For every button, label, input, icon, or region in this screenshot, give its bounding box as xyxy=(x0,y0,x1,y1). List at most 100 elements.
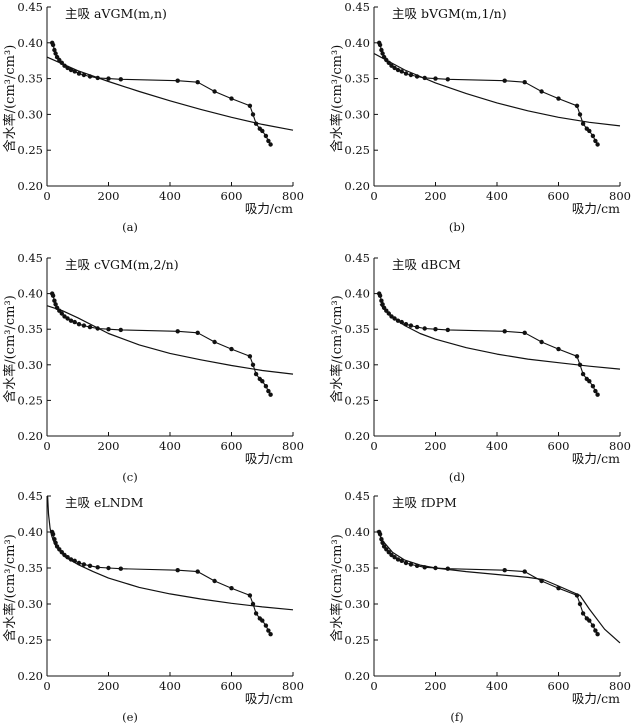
measured-series-line xyxy=(378,531,599,635)
data-point xyxy=(195,80,200,85)
data-point xyxy=(263,133,269,139)
data-point xyxy=(247,593,253,598)
data-point xyxy=(422,326,427,331)
x-axis-label: 吸力/cm xyxy=(572,201,620,216)
data-point xyxy=(380,51,385,56)
panel-caption: (d) xyxy=(449,470,465,484)
y-tick-label: 0.30 xyxy=(344,358,370,372)
y-tick-label: 0.35 xyxy=(17,322,43,336)
data-point xyxy=(574,354,580,359)
x-tick-label: 400 xyxy=(159,189,181,203)
data-point xyxy=(52,47,57,53)
chart-panel-f: 0.20 0.25 0.30 0.35 0.40 0.45 0 200 400 600 800吸力/… xyxy=(329,489,631,724)
data-point xyxy=(408,323,414,328)
data-point xyxy=(522,569,527,574)
data-point xyxy=(408,562,414,567)
y-tick-label: 0.40 xyxy=(344,36,370,50)
data-point xyxy=(389,552,394,558)
data-point xyxy=(593,138,598,144)
fitted-curve xyxy=(46,305,294,375)
x-tick-label: 600 xyxy=(548,679,570,693)
data-point xyxy=(76,322,82,327)
data-point xyxy=(229,96,234,101)
measured-series-line xyxy=(378,293,599,395)
data-point xyxy=(414,324,420,330)
x-tick-label: 800 xyxy=(609,679,631,693)
data-point xyxy=(392,65,397,71)
data-point xyxy=(263,623,269,628)
data-point xyxy=(502,78,507,83)
y-tick-label: 0.20 xyxy=(17,669,43,683)
y-tick-label: 0.20 xyxy=(344,669,370,683)
data-point xyxy=(268,632,273,637)
panel-caption: (c) xyxy=(122,470,137,484)
y-tick-label: 0.25 xyxy=(17,143,43,157)
x-tick-label: 400 xyxy=(486,439,508,453)
data-point xyxy=(175,78,180,83)
data-point xyxy=(433,76,438,81)
y-tick-label: 0.45 xyxy=(344,0,370,14)
y-tick-label: 0.35 xyxy=(344,322,370,336)
panel-caption: (b) xyxy=(449,220,465,234)
data-point xyxy=(595,392,600,397)
y-tick-label: 0.35 xyxy=(17,72,43,86)
data-point xyxy=(377,42,383,48)
data-point xyxy=(250,112,256,117)
data-point xyxy=(95,565,100,570)
data-point xyxy=(212,339,217,345)
x-axis-label: 吸力/cm xyxy=(245,451,293,466)
data-point xyxy=(52,298,57,303)
x-tick-label: 200 xyxy=(98,679,120,693)
y-tick-label: 0.25 xyxy=(344,143,370,157)
data-point xyxy=(408,72,414,78)
data-point xyxy=(379,47,384,53)
fitted-curve xyxy=(373,52,621,127)
data-point xyxy=(68,67,74,73)
data-point xyxy=(593,628,598,633)
data-point xyxy=(81,72,87,78)
data-point xyxy=(539,339,544,345)
y-tick-label: 0.30 xyxy=(344,107,370,121)
x-tick-label: 800 xyxy=(282,439,304,453)
x-tick-label: 0 xyxy=(43,189,50,203)
y-tick-label: 0.40 xyxy=(17,525,43,539)
data-point xyxy=(59,550,64,555)
data-point xyxy=(595,632,600,637)
fitted-curve xyxy=(47,495,294,611)
data-point xyxy=(266,388,271,394)
y-tick-label: 0.45 xyxy=(344,489,370,503)
x-tick-label: 400 xyxy=(159,439,181,453)
data-point xyxy=(389,63,394,68)
measured-series-line xyxy=(51,531,272,635)
x-tick-label: 200 xyxy=(98,189,120,203)
data-point xyxy=(587,379,592,384)
data-point xyxy=(59,311,64,316)
data-point xyxy=(62,314,67,319)
data-point xyxy=(68,318,74,323)
data-point xyxy=(195,330,200,335)
y-tick-label: 0.40 xyxy=(17,36,43,50)
y-tick-label: 0.35 xyxy=(17,561,43,575)
data-point xyxy=(175,568,180,573)
y-axis-label: 含水率/(cm³/cm³) xyxy=(2,534,18,642)
data-point xyxy=(445,327,450,333)
y-tick-label: 0.45 xyxy=(17,251,43,265)
data-point xyxy=(392,555,397,560)
data-point xyxy=(403,560,409,566)
data-point xyxy=(247,103,253,109)
y-axis-label: 含水率/(cm³/cm³) xyxy=(2,45,18,153)
data-point xyxy=(118,566,124,571)
x-tick-label: 200 xyxy=(98,439,120,453)
data-point xyxy=(106,76,111,81)
data-point xyxy=(590,384,596,389)
y-tick-label: 0.30 xyxy=(17,358,43,372)
data-point xyxy=(580,611,586,616)
data-point xyxy=(87,324,93,330)
x-tick-label: 200 xyxy=(425,679,447,693)
x-tick-label: 800 xyxy=(282,679,304,693)
data-point xyxy=(76,71,82,76)
x-tick-label: 600 xyxy=(548,439,570,453)
data-point xyxy=(263,384,269,389)
data-point xyxy=(595,142,600,147)
